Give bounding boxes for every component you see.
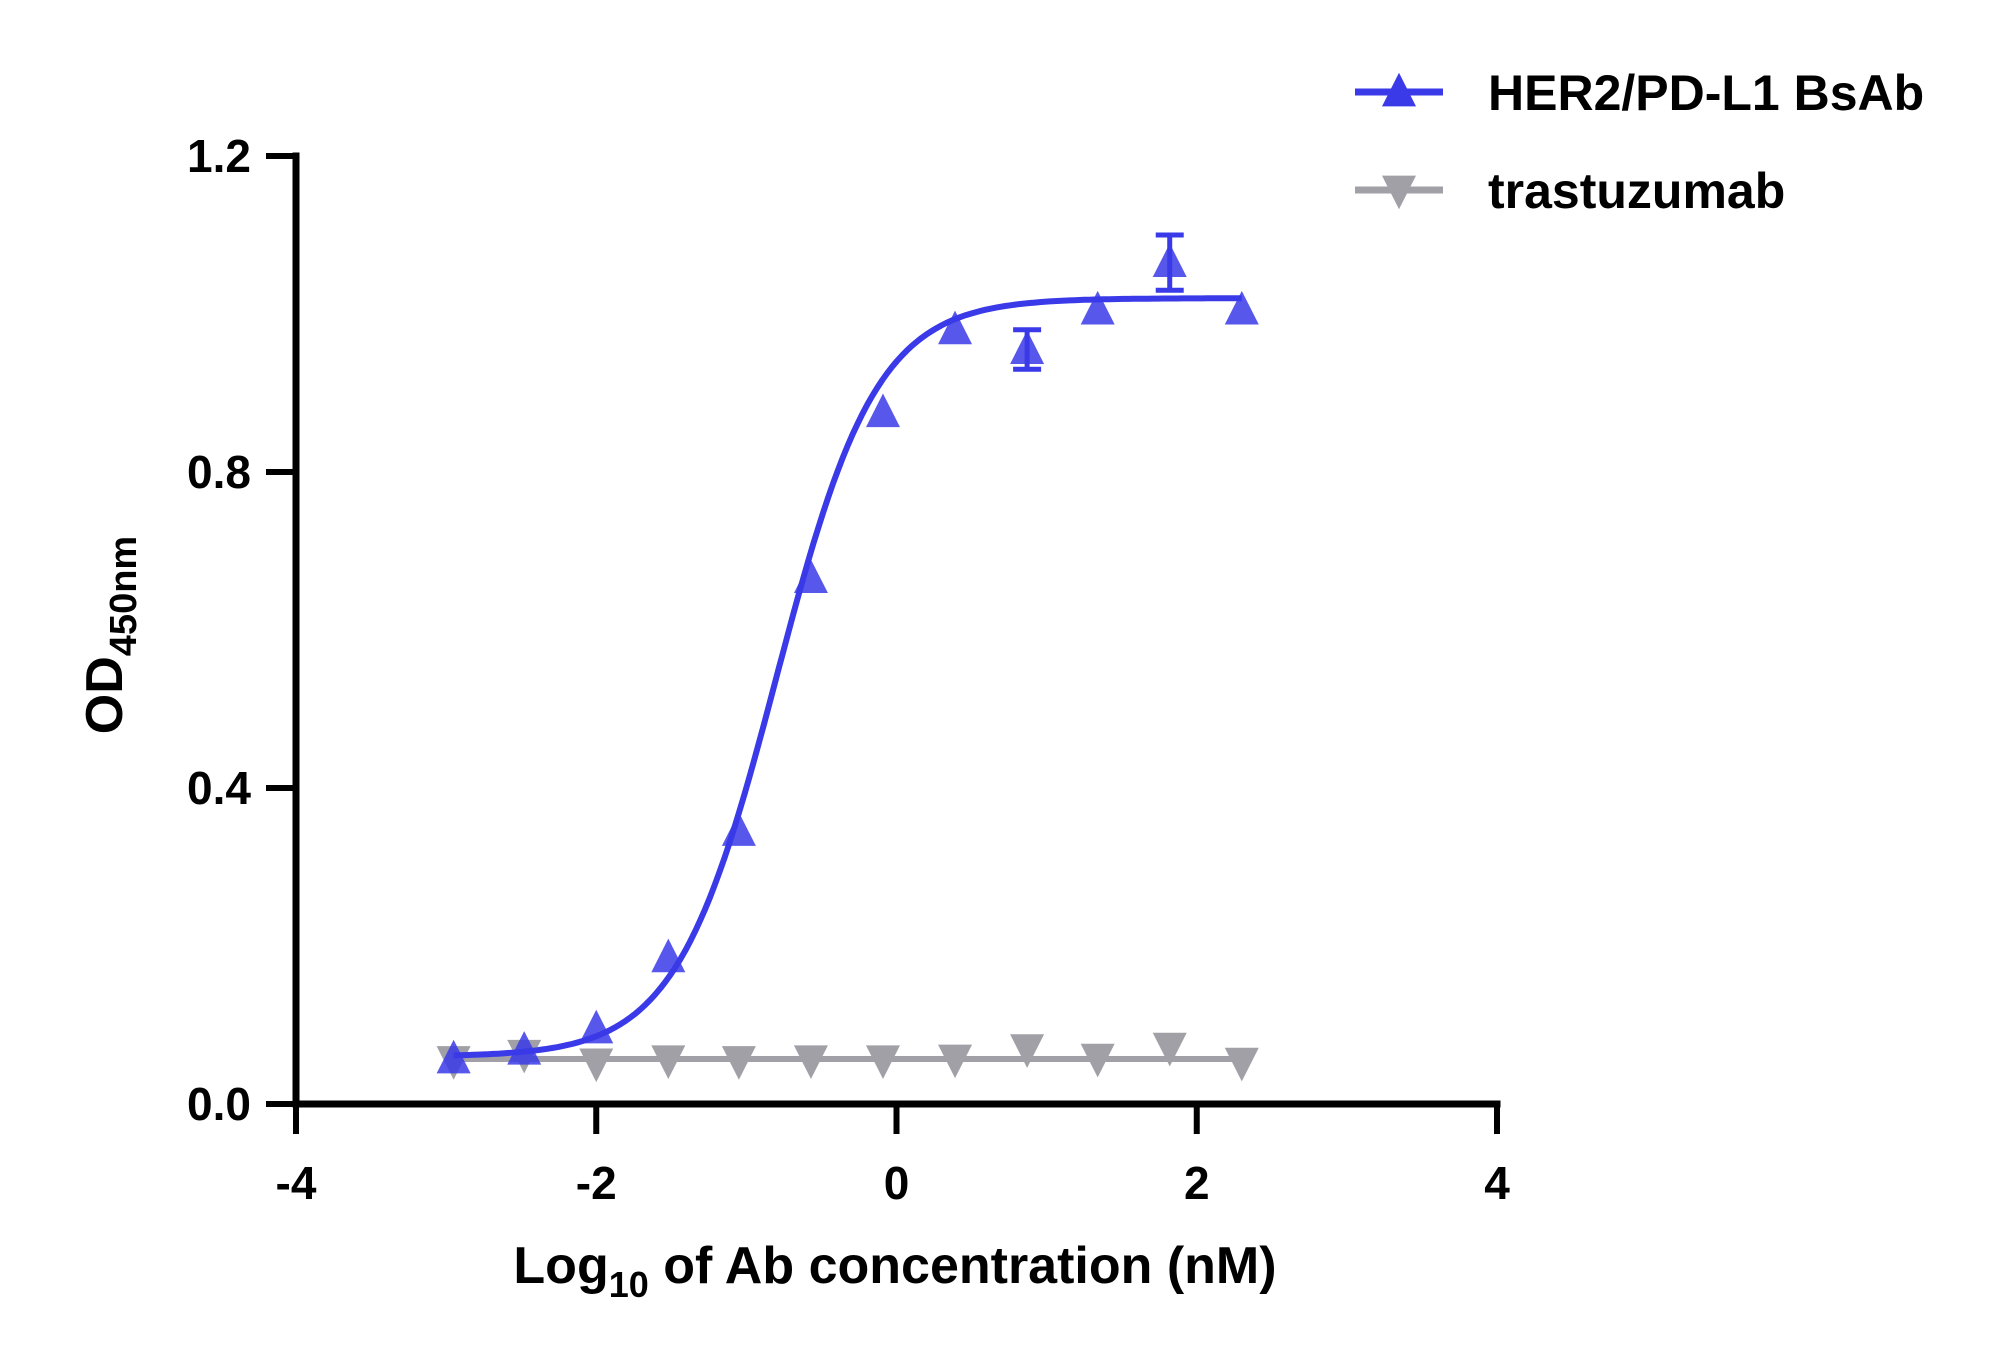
series-her2-pd-l1-bsab — [436, 232, 1259, 1074]
data-point — [507, 1031, 542, 1065]
data-point — [1224, 290, 1259, 325]
data-point — [651, 938, 686, 973]
x-tick-label: -4 — [276, 1157, 317, 1209]
x-axis-title-suffix: of Ab concentration (nM) — [649, 1237, 1277, 1295]
y-tick-label: 0.8 — [187, 446, 251, 498]
data-point — [579, 1009, 614, 1044]
data-point — [938, 310, 973, 345]
data-point — [721, 812, 756, 846]
data-point — [865, 1045, 900, 1079]
x-axis-title: Log10 of Ab concentration (nM) — [513, 1237, 1276, 1305]
legend-label-her2-pd-l1-bsab: HER2/PD-L1 BsAb — [1488, 65, 1924, 121]
data-point — [1152, 243, 1187, 278]
fit-curve-her2-pd-l1-bsab — [453, 295, 1242, 1059]
data-point — [1080, 290, 1115, 325]
legend-marker-triangle-up-icon — [1382, 72, 1416, 107]
data-point — [579, 1048, 614, 1083]
data-point — [436, 1039, 471, 1074]
data-point — [1010, 330, 1045, 364]
y-tick-label: 0.0 — [187, 1078, 251, 1130]
x-tick-label: 0 — [884, 1157, 910, 1209]
axes — [292, 152, 1501, 1108]
legend-item-trastuzumab: trastuzumab — [1355, 163, 1785, 219]
series-layer — [436, 232, 1259, 1083]
series-trastuzumab — [436, 1032, 1259, 1083]
y-axis-ticks: 0.0 0.4 0.8 1.2 — [187, 130, 296, 1130]
x-axis-title-prefix: Log — [513, 1237, 608, 1295]
y-axis-title-main: OD — [76, 656, 134, 734]
x-tick-label: 4 — [1484, 1157, 1510, 1209]
legend-label-trastuzumab: trastuzumab — [1488, 163, 1785, 219]
data-point — [651, 1045, 686, 1079]
legend-marker-triangle-down-icon — [1382, 175, 1416, 210]
data-point — [938, 1044, 973, 1079]
data-point — [865, 393, 900, 428]
legend: HER2/PD-L1 BsAb trastuzumab — [1355, 65, 1924, 219]
x-axis-title-subscript: 10 — [609, 1264, 649, 1305]
y-axis-title: OD450nm — [76, 536, 145, 734]
y-tick-label: 0.4 — [187, 762, 251, 814]
data-point — [721, 1046, 756, 1080]
y-axis-title-subscript: 450nm — [103, 536, 145, 656]
data-point — [1010, 1034, 1045, 1068]
x-tick-label: 2 — [1184, 1157, 1210, 1209]
x-axis-ticks: -4 -2 0 2 4 — [276, 1104, 1510, 1209]
y-tick-label: 1.2 — [187, 130, 251, 182]
x-tick-label: -2 — [576, 1157, 617, 1209]
data-point — [1152, 1032, 1187, 1067]
data-point — [793, 559, 828, 594]
data-point — [793, 1045, 828, 1079]
data-point — [1224, 1047, 1259, 1082]
legend-item-her2-pd-l1-bsab: HER2/PD-L1 BsAb — [1355, 65, 1924, 121]
data-point — [1080, 1043, 1115, 1078]
